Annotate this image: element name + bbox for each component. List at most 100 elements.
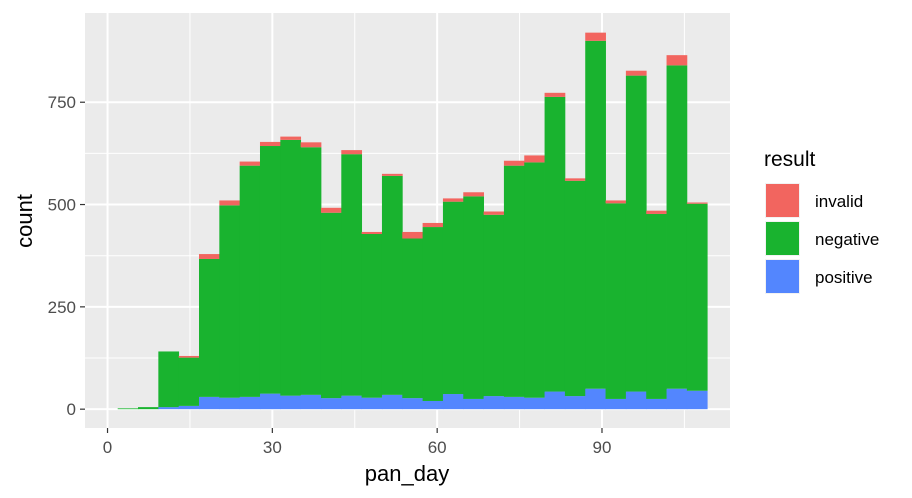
bar-invalid: [320, 207, 342, 213]
bar-negative: [524, 162, 545, 398]
bar-negative: [605, 203, 627, 399]
bar-positive: [320, 398, 342, 410]
bar-positive: [463, 398, 484, 410]
legend-label-invalid: invalid: [815, 192, 863, 211]
bar-negative: [381, 175, 403, 395]
bar-negative: [503, 165, 525, 397]
bar-positive: [280, 395, 302, 410]
bar-negative: [199, 258, 220, 397]
bar-invalid: [503, 160, 525, 166]
legend-swatch-invalid: [766, 184, 799, 217]
bar-negative: [178, 357, 200, 406]
y-tick-label: 250: [48, 298, 76, 317]
bar-positive: [361, 397, 383, 410]
legend-label-positive: positive: [815, 268, 873, 287]
y-tick-label: 750: [48, 93, 76, 112]
histogram-bars: [117, 32, 708, 410]
bar-positive: [564, 396, 586, 410]
bar-negative: [666, 65, 688, 389]
bar-negative: [219, 205, 241, 398]
bar-positive: [605, 398, 627, 410]
y-tick-label: 0: [67, 400, 76, 419]
bar-invalid: [402, 231, 424, 239]
bar-negative: [625, 75, 647, 392]
bar-negative: [646, 213, 667, 399]
bar-positive: [381, 394, 403, 410]
bar-negative: [463, 196, 484, 399]
legend-swatch-positive: [766, 260, 799, 293]
bar-invalid: [239, 161, 261, 166]
bar-positive: [422, 400, 444, 410]
bar-positive: [158, 407, 180, 410]
bar-positive: [625, 391, 647, 410]
bar-negative: [138, 407, 159, 410]
x-axis: 0 30 60 90: [103, 428, 612, 457]
bar-invalid: [524, 155, 545, 163]
bar-invalid: [442, 198, 464, 202]
bar-positive: [666, 388, 688, 410]
bar-negative: [341, 154, 363, 396]
bar-negative: [361, 234, 383, 398]
bar-positive: [259, 393, 281, 410]
bar-invalid: [361, 231, 383, 235]
y-axis: 0 250 500 750: [48, 93, 85, 419]
bar-invalid: [686, 202, 708, 204]
bar-negative: [239, 165, 261, 397]
bar-invalid: [585, 32, 606, 41]
bar-positive: [178, 405, 200, 410]
x-tick-label: 30: [263, 438, 282, 457]
bar-positive: [503, 396, 525, 410]
bar-negative: [300, 147, 322, 395]
bar-invalid: [544, 92, 566, 97]
bar-positive: [544, 391, 566, 410]
bar-negative: [158, 351, 180, 408]
bar-positive: [442, 394, 464, 410]
x-tick-label: 0: [103, 438, 112, 457]
bar-positive: [199, 396, 220, 410]
bar-negative: [544, 96, 566, 392]
bar-negative: [402, 238, 424, 399]
bar-invalid: [646, 210, 667, 214]
x-axis-title: pan_day: [365, 461, 449, 486]
bar-positive: [402, 398, 424, 410]
bar-negative: [320, 212, 342, 399]
bar-negative: [117, 408, 139, 410]
bar-positive: [483, 396, 505, 410]
legend-title: result: [764, 148, 816, 171]
bar-invalid: [341, 150, 363, 155]
bar-invalid: [605, 200, 627, 204]
bar-invalid: [483, 211, 505, 215]
bar-invalid: [564, 178, 586, 181]
bar-negative: [422, 227, 444, 401]
bar-positive: [300, 394, 322, 410]
bar-positive: [341, 395, 363, 410]
bar-negative: [442, 201, 464, 395]
bar-invalid: [463, 192, 484, 197]
bar-positive: [239, 396, 261, 410]
bar-negative: [280, 139, 302, 396]
bar-invalid: [666, 55, 688, 66]
bar-invalid: [219, 200, 241, 206]
legend-label-negative: negative: [815, 230, 879, 249]
legend-swatch-negative: [766, 222, 799, 255]
bar-invalid: [381, 173, 403, 176]
bar-positive: [686, 390, 708, 410]
bar-positive: [219, 397, 241, 410]
legend: result invalid negative positive: [764, 148, 879, 294]
x-tick-label: 60: [428, 438, 447, 457]
bar-invalid: [300, 142, 322, 148]
bar-positive: [646, 398, 667, 410]
bar-invalid: [259, 141, 281, 147]
bar-negative: [686, 203, 708, 391]
bar-negative: [483, 214, 505, 397]
bar-invalid: [625, 70, 647, 76]
bar-invalid: [422, 222, 444, 228]
bar-invalid: [280, 136, 302, 140]
x-tick-label: 90: [593, 438, 612, 457]
bar-invalid: [178, 355, 200, 358]
bar-positive: [585, 388, 606, 410]
bar-invalid: [199, 254, 220, 259]
bar-positive: [524, 397, 545, 410]
y-axis-title: count: [12, 194, 37, 248]
